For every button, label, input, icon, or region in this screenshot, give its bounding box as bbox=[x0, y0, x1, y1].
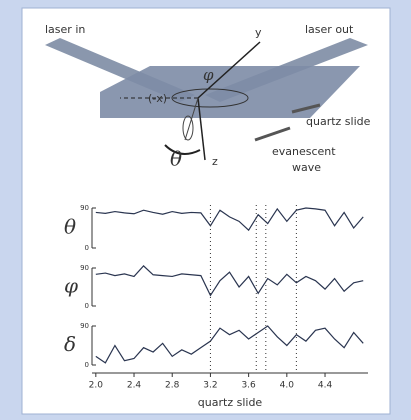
x-label: quartz slide bbox=[198, 396, 263, 409]
label: laser in bbox=[45, 23, 85, 36]
y-tick-label: 0 bbox=[85, 361, 89, 369]
x-tick-label: 4.4 bbox=[318, 381, 333, 391]
page: laser in laser out y φ (-x) quartz slide… bbox=[0, 0, 411, 420]
x-tick-label: 4.0 bbox=[280, 381, 295, 391]
figure: laser in laser out y φ (-x) quartz slide… bbox=[0, 0, 411, 420]
y-label: φ bbox=[64, 274, 78, 298]
label: z bbox=[212, 155, 218, 168]
label: evanescent bbox=[272, 145, 336, 158]
y-label: δ bbox=[64, 332, 76, 356]
x-tick-label: 2.4 bbox=[127, 381, 142, 391]
label: laser out bbox=[305, 23, 354, 36]
y-tick-label: 90 bbox=[80, 264, 89, 272]
label: wave bbox=[292, 161, 321, 174]
y-tick-label: 0 bbox=[85, 302, 89, 310]
x-tick-label: 3.2 bbox=[203, 381, 217, 391]
y-tick-label: 90 bbox=[80, 204, 89, 212]
label: quartz slide bbox=[306, 115, 371, 128]
label: φ bbox=[203, 66, 214, 84]
y-label: θ bbox=[64, 215, 76, 239]
x-tick-label: 3.6 bbox=[241, 381, 256, 391]
label: y bbox=[255, 26, 262, 39]
x-tick-label: 2.0 bbox=[89, 381, 104, 391]
y-tick-label: 0 bbox=[85, 244, 89, 252]
label: (-x) bbox=[148, 92, 167, 105]
y-tick-label: 90 bbox=[80, 322, 89, 330]
label: θ bbox=[170, 147, 182, 171]
x-tick-label: 2.8 bbox=[165, 381, 180, 391]
